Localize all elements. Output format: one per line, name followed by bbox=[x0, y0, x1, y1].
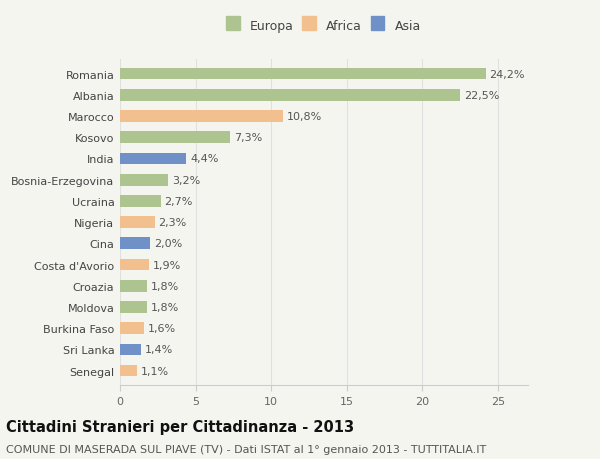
Text: 7,3%: 7,3% bbox=[234, 133, 262, 143]
Bar bbox=[120, 90, 460, 101]
Text: Cittadini Stranieri per Cittadinanza - 2013: Cittadini Stranieri per Cittadinanza - 2… bbox=[6, 419, 354, 434]
Text: 4,4%: 4,4% bbox=[190, 154, 218, 164]
Text: 22,5%: 22,5% bbox=[464, 91, 499, 101]
Text: 2,3%: 2,3% bbox=[158, 218, 187, 228]
Text: 2,7%: 2,7% bbox=[164, 196, 193, 207]
Bar bbox=[120, 111, 283, 123]
Text: 1,9%: 1,9% bbox=[152, 260, 181, 270]
Bar bbox=[120, 365, 137, 376]
Text: 1,6%: 1,6% bbox=[148, 324, 176, 333]
Bar bbox=[120, 344, 141, 355]
Text: 1,4%: 1,4% bbox=[145, 345, 173, 354]
Text: 10,8%: 10,8% bbox=[287, 112, 322, 122]
Bar bbox=[120, 174, 169, 186]
Text: 1,8%: 1,8% bbox=[151, 302, 179, 312]
Text: COMUNE DI MASERADA SUL PIAVE (TV) - Dati ISTAT al 1° gennaio 2013 - TUTTITALIA.I: COMUNE DI MASERADA SUL PIAVE (TV) - Dati… bbox=[6, 444, 486, 454]
Bar bbox=[120, 259, 149, 271]
Text: 1,8%: 1,8% bbox=[151, 281, 179, 291]
Bar bbox=[120, 132, 230, 144]
Legend: Europa, Africa, Asia: Europa, Africa, Asia bbox=[225, 17, 423, 35]
Text: 1,1%: 1,1% bbox=[140, 366, 169, 376]
Bar bbox=[120, 323, 144, 334]
Bar bbox=[120, 238, 150, 250]
Text: 24,2%: 24,2% bbox=[490, 69, 525, 79]
Text: 2,0%: 2,0% bbox=[154, 239, 182, 249]
Bar bbox=[120, 217, 155, 229]
Bar bbox=[120, 153, 187, 165]
Bar bbox=[120, 196, 161, 207]
Text: 3,2%: 3,2% bbox=[172, 175, 200, 185]
Bar bbox=[120, 69, 485, 80]
Bar bbox=[120, 280, 147, 292]
Bar bbox=[120, 302, 147, 313]
